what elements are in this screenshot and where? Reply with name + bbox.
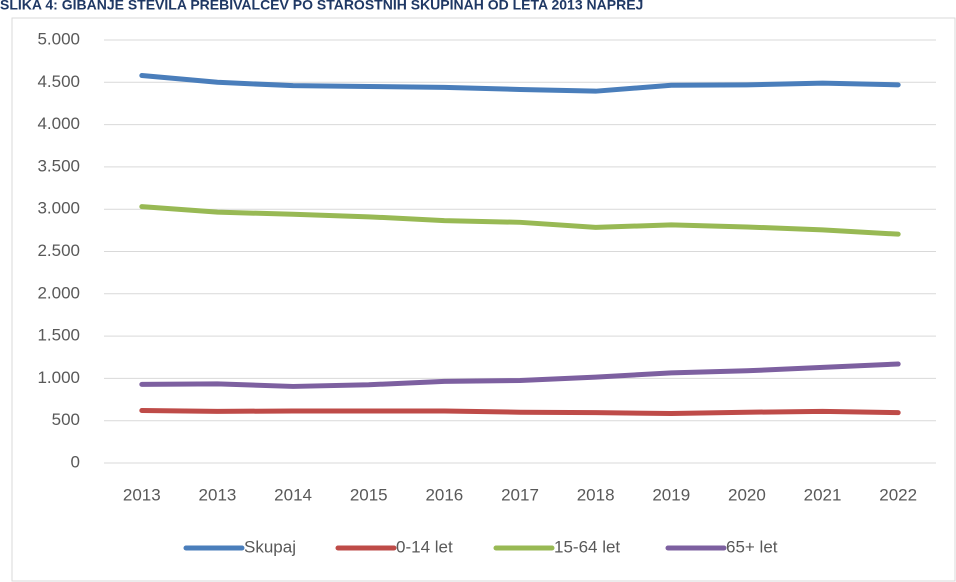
y-tick-label: 2.500 bbox=[37, 241, 80, 260]
x-tick-label: 2015 bbox=[350, 485, 388, 504]
x-tick-label: 2013 bbox=[123, 485, 161, 504]
legend-label: Skupaj bbox=[244, 537, 296, 556]
line-series bbox=[139, 204, 901, 237]
x-tick-label: 2014 bbox=[274, 485, 312, 504]
y-tick-label: 2.000 bbox=[37, 283, 80, 302]
x-tick-label: 2013 bbox=[199, 485, 237, 504]
legend-label: 65+ let bbox=[726, 537, 778, 556]
y-tick-label: 0 bbox=[71, 452, 80, 471]
y-tick-label: 3.500 bbox=[37, 156, 80, 175]
x-tick-label: 2018 bbox=[577, 485, 615, 504]
y-tick-label: 500 bbox=[52, 410, 80, 429]
legend-label: 15-64 let bbox=[554, 537, 620, 556]
x-tick-label: 2020 bbox=[728, 485, 766, 504]
chart-title: SLIKA 4: GIBANJE ŠTEVILA PREBIVALCEV PO … bbox=[0, 0, 643, 13]
x-tick-label: 2022 bbox=[879, 485, 917, 504]
y-tick-label: 1.500 bbox=[37, 326, 80, 345]
x-tick-label: 2017 bbox=[501, 485, 539, 504]
chart-frame bbox=[11, 17, 956, 582]
legend-label: 0-14 let bbox=[396, 537, 453, 556]
x-tick-label: 2019 bbox=[652, 485, 690, 504]
y-tick-label: 4.000 bbox=[37, 114, 80, 133]
y-tick-label: 5.000 bbox=[37, 29, 80, 48]
x-tick-label: 2016 bbox=[425, 485, 463, 504]
y-tick-label: 4.500 bbox=[37, 72, 80, 91]
line-series bbox=[139, 73, 901, 94]
y-tick-label: 3.000 bbox=[37, 199, 80, 218]
line-series bbox=[139, 408, 901, 417]
line-series bbox=[139, 361, 901, 389]
x-tick-label: 2021 bbox=[804, 485, 842, 504]
y-tick-label: 1.000 bbox=[37, 368, 80, 387]
